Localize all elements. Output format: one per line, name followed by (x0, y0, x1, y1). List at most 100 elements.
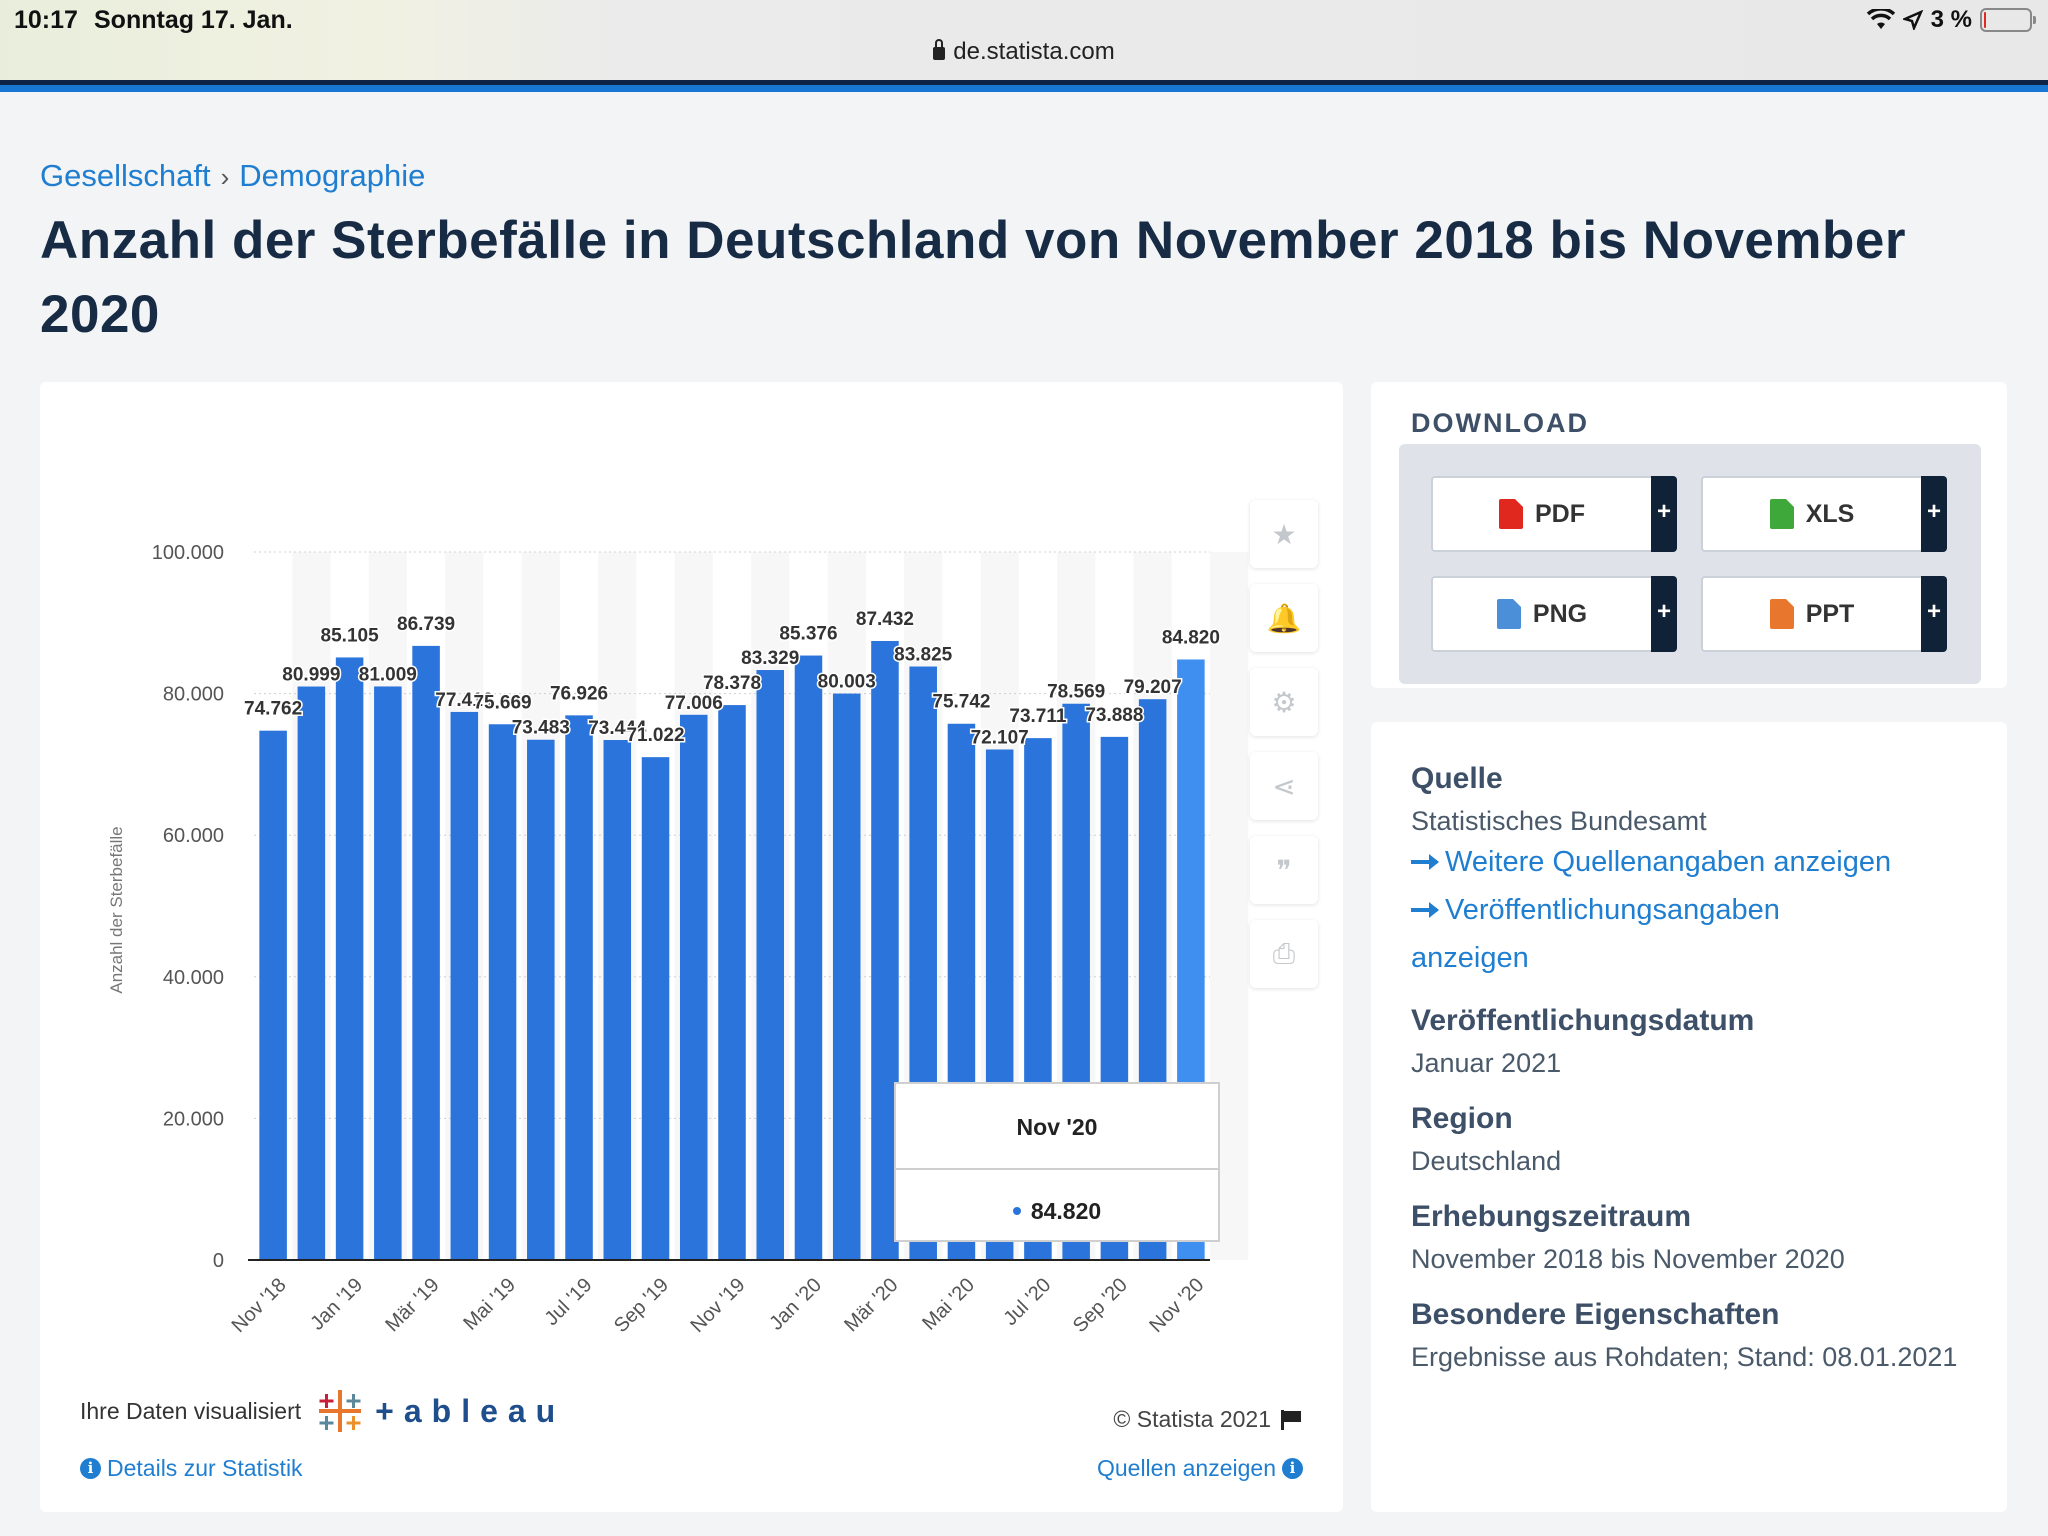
download-options-plus[interactable]: + (1651, 476, 1677, 552)
bell-button[interactable]: 🔔 (1250, 584, 1318, 652)
value-label: 85.105 (321, 625, 380, 646)
wifi-icon (1866, 9, 1895, 29)
publication-link-text-1: Veröffentlichungsangaben (1445, 894, 1780, 926)
source-value: Statistisches Bundesamt (1411, 806, 1707, 836)
battery-percent: 3 % (1930, 6, 1972, 33)
download-options-plus[interactable]: + (1921, 576, 1947, 652)
value-label: 75.669 (473, 692, 531, 713)
ppt-file-icon (1769, 599, 1794, 629)
series-dot (1012, 1207, 1021, 1215)
y-tick-label: 80.000 (163, 684, 224, 706)
address-bar[interactable]: de.statista.com (0, 38, 2048, 66)
special-label: Besondere Eigenschaften (1411, 1298, 1780, 1331)
tableau-cross-icon (319, 1390, 362, 1432)
breadcrumb-link-gesellschaft[interactable]: Gesellschaft (40, 158, 211, 193)
breadcrumb-link-demographie[interactable]: Demographie (239, 158, 426, 193)
value-label: 72.107 (971, 727, 1029, 748)
value-label: 73.444 (588, 718, 647, 739)
png-file-icon (1496, 599, 1521, 629)
copyright: © Statista 2021 (1113, 1406, 1303, 1433)
url-text: de.statista.com (953, 38, 1115, 65)
pub-date-value: Januar 2021 (1411, 1048, 1562, 1078)
tooltip-value-row: 84.820 (896, 1170, 1218, 1240)
value-label: 78.569 (1047, 682, 1105, 703)
value-label: 73.483 (512, 718, 570, 739)
quote-button[interactable]: ❞ (1250, 836, 1318, 904)
status-time: 10:17 (14, 6, 78, 34)
download-ppt-button[interactable]: PPT + (1701, 576, 1947, 652)
bar (412, 645, 440, 1260)
tableau-logo[interactable]: +ableau (315, 1386, 565, 1436)
x-tick-label: Jan '19 (306, 1274, 367, 1335)
x-tick-label: Nov '20 (1145, 1274, 1208, 1337)
print-icon: ⎙ (1272, 937, 1296, 969)
publication-info-link[interactable]: Veröffentlichungsangaben anzeigen (1411, 886, 1971, 982)
region-value: Deutschland (1411, 1146, 1562, 1176)
page-title: Anzahl der Sterbefälle in Deutschland vo… (40, 211, 1906, 344)
value-label: 85.376 (779, 624, 837, 645)
x-tick-label: Sep '19 (610, 1274, 673, 1337)
download-xls-button[interactable]: XLS + (1701, 476, 1947, 552)
value-label: 71.022 (626, 725, 684, 746)
gear-icon: ⚙ (1271, 686, 1297, 718)
tooltip-title: Nov '20 (896, 1084, 1218, 1170)
value-label: 80.003 (818, 672, 876, 693)
y-tick-label: 20.000 (163, 1108, 224, 1130)
download-options-plus[interactable]: + (1921, 476, 1947, 552)
download-panel: DOWNLOAD PDF + XLS + PNG + PPT + (1371, 382, 2007, 688)
bar (259, 730, 287, 1260)
flag-icon[interactable] (1281, 1409, 1303, 1430)
battery-icon (1980, 8, 2036, 32)
gear-button[interactable]: ⚙ (1250, 668, 1318, 736)
period-label: Erhebungszeitraum (1411, 1200, 1692, 1233)
x-tick-label: Nov '19 (686, 1274, 749, 1337)
y-tick-label: 40.000 (163, 967, 224, 989)
value-label: 86.739 (397, 614, 455, 635)
download-png-button[interactable]: PNG + (1431, 576, 1677, 652)
tableau-wordmark: +ableau (375, 1392, 566, 1429)
share-button[interactable]: ⋖ (1250, 752, 1318, 820)
favorite-icon: ★ (1271, 518, 1297, 550)
print-button[interactable]: ⎙ (1250, 920, 1318, 988)
chart-toolbar: ★ 🔔 ⚙ ⋖ ❞ ⎙ (1250, 500, 1318, 1004)
value-label: 87.432 (856, 609, 914, 630)
x-tick-label: Sep '20 (1069, 1274, 1132, 1337)
download-pdf-button[interactable]: PDF + (1431, 476, 1677, 552)
pdf-file-icon (1499, 499, 1523, 529)
page-content: Gesellschaft › Demographie Anzahl der Ster… (0, 92, 2048, 1536)
bar (756, 670, 785, 1260)
statistic-info-panel: Quelle Statistisches Bundesamt Weitere Q… (1371, 722, 2007, 1512)
y-tick-label: 100.000 (152, 542, 224, 564)
download-label: PNG (1532, 599, 1588, 628)
bar (641, 757, 670, 1260)
arrow-right-icon (1411, 854, 1439, 870)
bell-icon: 🔔 (1266, 602, 1302, 634)
site-header-strip (0, 80, 2048, 92)
publication-link-text-2: anzeigen (1411, 942, 1529, 974)
breadcrumb: Gesellschaft › Demographie (40, 158, 425, 194)
value-label: 81.009 (359, 664, 417, 685)
details-link[interactable]: i Details zur Statistik (80, 1455, 303, 1482)
y-tick-label: 0 (213, 1250, 224, 1272)
sources-link-text: Quellen anzeigen (1096, 1455, 1276, 1481)
x-tick-label: Mär '19 (381, 1274, 443, 1336)
visualized-by-text: Ihre Daten visualisiert (80, 1397, 302, 1424)
region-label: Region (1411, 1102, 1513, 1135)
bar (374, 686, 402, 1260)
battery-level (1984, 12, 1986, 28)
chart-card: 0 20.000 40.000 60.000 80.000 100.000 Anzahl d… (40, 382, 1343, 1512)
info-icon: i (80, 1458, 101, 1479)
sources-link[interactable]: Quellen anzeigen i (1097, 1455, 1303, 1482)
chart-tooltip: Nov '20 84.820 (894, 1082, 1220, 1242)
value-label: 80.999 (282, 665, 340, 686)
more-sources-link[interactable]: Weitere Quellenangaben anzeigen (1411, 838, 1971, 886)
bar (603, 740, 632, 1260)
download-options-plus[interactable]: + (1651, 576, 1677, 652)
xls-file-icon (1769, 499, 1794, 529)
bar (527, 739, 555, 1260)
period-value: November 2018 bis November 2020 (1411, 1244, 1845, 1274)
source-label: Quelle (1411, 762, 1503, 795)
value-label: 75.742 (932, 692, 990, 713)
favorite-button[interactable]: ★ (1250, 500, 1318, 568)
bar (450, 711, 479, 1260)
